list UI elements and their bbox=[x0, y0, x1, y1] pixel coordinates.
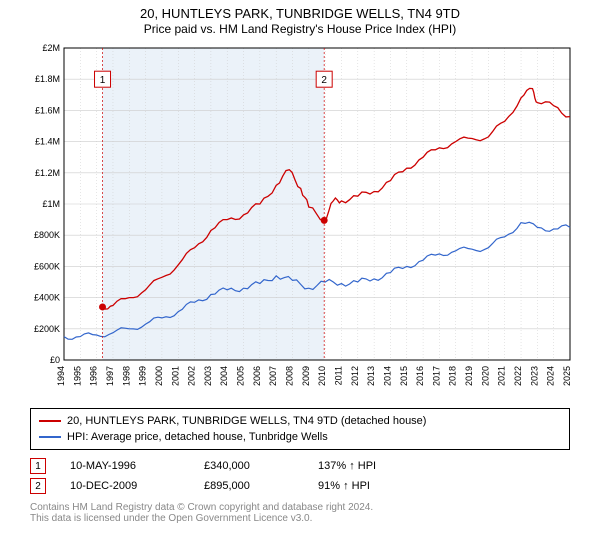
svg-text:2010: 2010 bbox=[317, 366, 327, 386]
title-block: 20, HUNTLEYS PARK, TUNBRIDGE WELLS, TN4 … bbox=[0, 0, 600, 36]
svg-text:2016: 2016 bbox=[415, 366, 425, 386]
svg-text:£1.4M: £1.4M bbox=[35, 137, 60, 147]
svg-text:1999: 1999 bbox=[138, 366, 148, 386]
svg-text:2021: 2021 bbox=[497, 366, 507, 386]
svg-text:1998: 1998 bbox=[121, 366, 131, 386]
svg-text:2019: 2019 bbox=[464, 366, 474, 386]
svg-text:£1.2M: £1.2M bbox=[35, 168, 60, 178]
svg-text:2018: 2018 bbox=[448, 366, 458, 386]
svg-text:2009: 2009 bbox=[301, 366, 311, 386]
event-hpi: 137% ↑ HPI bbox=[318, 460, 376, 472]
svg-text:2011: 2011 bbox=[333, 366, 343, 385]
footer: Contains HM Land Registry data © Crown c… bbox=[30, 502, 570, 524]
svg-text:2001: 2001 bbox=[170, 366, 180, 386]
svg-text:1996: 1996 bbox=[89, 366, 99, 386]
svg-text:2013: 2013 bbox=[366, 366, 376, 386]
event-marker-2: 2 bbox=[30, 478, 46, 494]
svg-text:2012: 2012 bbox=[350, 366, 360, 386]
svg-text:1997: 1997 bbox=[105, 366, 115, 386]
legend-label-address: 20, HUNTLEYS PARK, TUNBRIDGE WELLS, TN4 … bbox=[67, 415, 426, 427]
svg-text:2000: 2000 bbox=[154, 366, 164, 386]
svg-text:£1.8M: £1.8M bbox=[35, 74, 60, 84]
legend-swatch-hpi bbox=[39, 436, 61, 438]
svg-text:£0: £0 bbox=[50, 355, 60, 365]
svg-text:2024: 2024 bbox=[546, 366, 556, 386]
svg-text:2003: 2003 bbox=[203, 366, 213, 386]
svg-text:2006: 2006 bbox=[252, 366, 262, 386]
footer-line-1: Contains HM Land Registry data © Crown c… bbox=[30, 502, 570, 513]
svg-text:2015: 2015 bbox=[399, 366, 409, 386]
svg-text:1995: 1995 bbox=[72, 366, 82, 386]
event-price: £895,000 bbox=[204, 480, 294, 492]
line-chart-svg: £0 £200K £400K £600K £800K £1M £1.2M £1.4M £1.6M… bbox=[20, 42, 580, 402]
footer-line-2: This data is licensed under the Open Gov… bbox=[30, 513, 570, 524]
event-price: £340,000 bbox=[204, 460, 294, 472]
svg-text:2020: 2020 bbox=[480, 366, 490, 386]
svg-text:2004: 2004 bbox=[219, 366, 229, 386]
svg-text:1: 1 bbox=[100, 75, 106, 86]
svg-text:£2M: £2M bbox=[42, 43, 60, 53]
event-row: 1 10-MAY-1996 £340,000 137% ↑ HPI bbox=[30, 456, 570, 476]
svg-text:2002: 2002 bbox=[187, 366, 197, 386]
svg-text:£1.6M: £1.6M bbox=[35, 105, 60, 115]
legend-swatch-address bbox=[39, 420, 61, 422]
chart-area: £0 £200K £400K £600K £800K £1M £1.2M £1.4M £1.6M… bbox=[20, 42, 580, 402]
svg-text:£800K: £800K bbox=[34, 230, 60, 240]
chart-container: 20, HUNTLEYS PARK, TUNBRIDGE WELLS, TN4 … bbox=[0, 0, 600, 524]
legend: 20, HUNTLEYS PARK, TUNBRIDGE WELLS, TN4 … bbox=[30, 408, 570, 450]
svg-text:1994: 1994 bbox=[56, 366, 66, 386]
svg-text:2014: 2014 bbox=[382, 366, 392, 386]
svg-text:2005: 2005 bbox=[236, 366, 246, 386]
svg-text:£200K: £200K bbox=[34, 324, 60, 334]
svg-text:2023: 2023 bbox=[529, 366, 539, 386]
legend-label-hpi: HPI: Average price, detached house, Tunb… bbox=[67, 431, 328, 443]
legend-row: HPI: Average price, detached house, Tunb… bbox=[39, 429, 561, 445]
svg-text:£400K: £400K bbox=[34, 293, 60, 303]
svg-text:£1M: £1M bbox=[42, 199, 60, 209]
event-row: 2 10-DEC-2009 £895,000 91% ↑ HPI bbox=[30, 476, 570, 496]
event-hpi: 91% ↑ HPI bbox=[318, 480, 370, 492]
event-marker-1: 1 bbox=[30, 458, 46, 474]
svg-text:2022: 2022 bbox=[513, 366, 523, 386]
svg-text:£600K: £600K bbox=[34, 261, 60, 271]
events-table: 1 10-MAY-1996 £340,000 137% ↑ HPI 2 10-D… bbox=[30, 456, 570, 496]
svg-text:2017: 2017 bbox=[431, 366, 441, 386]
title-line-2: Price paid vs. HM Land Registry's House … bbox=[0, 22, 600, 36]
svg-text:2008: 2008 bbox=[285, 366, 295, 386]
event-date: 10-MAY-1996 bbox=[70, 460, 180, 472]
svg-text:2: 2 bbox=[321, 75, 327, 86]
svg-text:2025: 2025 bbox=[562, 366, 572, 386]
svg-text:2007: 2007 bbox=[268, 366, 278, 386]
event-date: 10-DEC-2009 bbox=[70, 480, 180, 492]
legend-row: 20, HUNTLEYS PARK, TUNBRIDGE WELLS, TN4 … bbox=[39, 413, 561, 429]
title-line-1: 20, HUNTLEYS PARK, TUNBRIDGE WELLS, TN4 … bbox=[0, 6, 600, 21]
